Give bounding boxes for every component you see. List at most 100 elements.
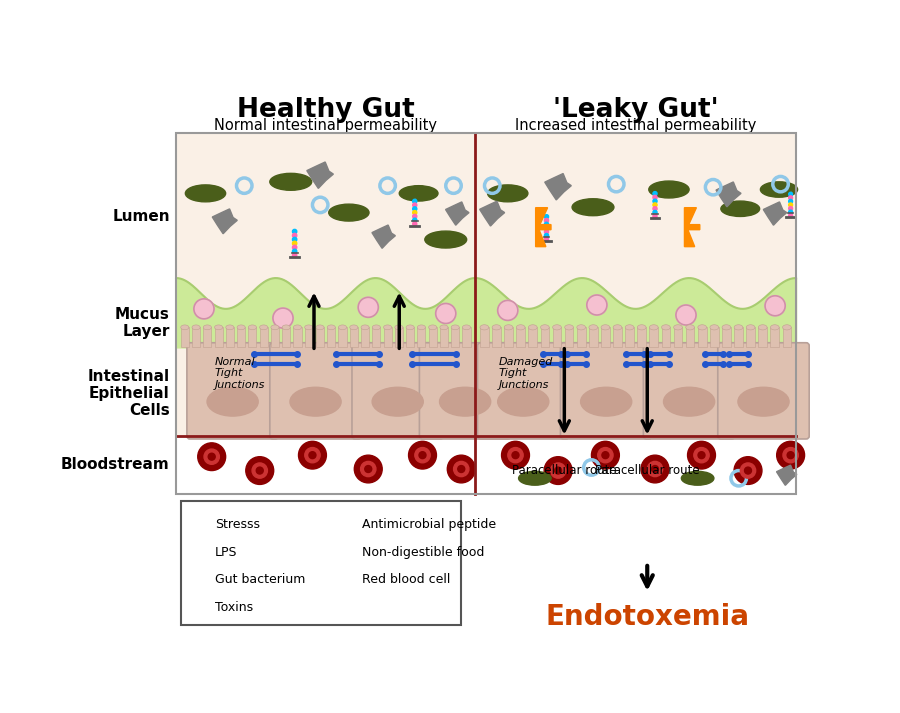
Bar: [293, 327, 302, 347]
Ellipse shape: [637, 324, 646, 330]
Ellipse shape: [192, 325, 200, 329]
Circle shape: [602, 452, 609, 458]
Bar: [214, 327, 222, 347]
Ellipse shape: [721, 201, 760, 217]
Ellipse shape: [418, 325, 426, 329]
Bar: [406, 327, 414, 347]
Circle shape: [447, 455, 475, 483]
Text: Healthy Gut: Healthy Gut: [237, 97, 415, 123]
Circle shape: [544, 237, 549, 241]
Ellipse shape: [328, 325, 336, 329]
Polygon shape: [536, 207, 551, 247]
Polygon shape: [480, 201, 505, 226]
Ellipse shape: [440, 325, 448, 329]
Bar: [673, 327, 682, 347]
Ellipse shape: [350, 325, 358, 329]
Circle shape: [292, 241, 297, 245]
Ellipse shape: [271, 325, 279, 329]
Circle shape: [544, 226, 549, 230]
Circle shape: [788, 200, 793, 203]
Circle shape: [647, 461, 662, 477]
Circle shape: [652, 466, 659, 473]
Ellipse shape: [463, 325, 471, 329]
Polygon shape: [372, 225, 395, 248]
Circle shape: [436, 304, 455, 324]
Ellipse shape: [577, 324, 586, 330]
Ellipse shape: [681, 471, 714, 485]
Polygon shape: [192, 503, 203, 533]
Circle shape: [777, 441, 805, 469]
Bar: [338, 327, 346, 347]
Circle shape: [198, 552, 201, 555]
Circle shape: [788, 214, 793, 217]
FancyBboxPatch shape: [187, 343, 278, 439]
Bar: [328, 327, 336, 347]
Text: Antimicrobial peptide: Antimicrobial peptide: [362, 518, 496, 531]
Bar: [259, 327, 267, 347]
Circle shape: [292, 233, 297, 237]
Ellipse shape: [282, 325, 290, 329]
Circle shape: [741, 463, 756, 478]
Bar: [282, 327, 290, 347]
Circle shape: [544, 218, 549, 222]
Circle shape: [419, 452, 426, 458]
Bar: [176, 133, 796, 493]
Text: Bloodstream: Bloodstream: [61, 457, 170, 472]
Ellipse shape: [373, 325, 381, 329]
Ellipse shape: [226, 325, 234, 329]
Bar: [203, 327, 212, 347]
Circle shape: [544, 215, 549, 219]
Polygon shape: [189, 600, 210, 620]
Circle shape: [341, 576, 352, 587]
Text: Lumen: Lumen: [112, 209, 170, 224]
Text: Increased intestinal permeability: Increased intestinal permeability: [515, 118, 756, 133]
Circle shape: [198, 565, 201, 568]
Polygon shape: [716, 182, 741, 207]
Polygon shape: [212, 209, 238, 234]
Circle shape: [198, 561, 201, 565]
Circle shape: [292, 245, 297, 250]
Circle shape: [544, 457, 572, 484]
Ellipse shape: [572, 199, 614, 216]
Circle shape: [208, 453, 215, 460]
Circle shape: [501, 441, 529, 469]
Bar: [722, 327, 731, 347]
Ellipse shape: [734, 324, 742, 330]
FancyBboxPatch shape: [478, 343, 569, 439]
Bar: [601, 327, 609, 347]
Ellipse shape: [759, 324, 767, 330]
Bar: [395, 327, 403, 347]
Circle shape: [652, 214, 657, 218]
Circle shape: [783, 448, 798, 463]
Bar: [589, 327, 598, 347]
Polygon shape: [763, 202, 787, 225]
Circle shape: [587, 295, 607, 315]
Ellipse shape: [528, 324, 537, 330]
Circle shape: [641, 455, 669, 483]
Bar: [564, 327, 573, 347]
Ellipse shape: [259, 325, 267, 329]
Circle shape: [458, 466, 464, 473]
Bar: [746, 327, 755, 347]
Ellipse shape: [722, 324, 731, 330]
Circle shape: [198, 558, 201, 562]
Ellipse shape: [553, 324, 562, 330]
Bar: [248, 327, 256, 347]
Circle shape: [273, 308, 293, 328]
Ellipse shape: [290, 387, 341, 416]
Text: 'Leaky Gut': 'Leaky Gut': [553, 97, 718, 123]
Circle shape: [413, 207, 417, 211]
Ellipse shape: [383, 325, 392, 329]
Circle shape: [512, 452, 519, 458]
Bar: [553, 327, 562, 347]
Circle shape: [734, 457, 762, 484]
FancyBboxPatch shape: [270, 343, 361, 439]
Circle shape: [598, 448, 613, 463]
Circle shape: [544, 233, 549, 237]
Ellipse shape: [492, 324, 500, 330]
Text: Damaged
Tight
Junctions: Damaged Tight Junctions: [499, 356, 553, 390]
Ellipse shape: [425, 231, 467, 248]
Ellipse shape: [395, 325, 403, 329]
Bar: [650, 327, 658, 347]
Bar: [271, 327, 279, 347]
